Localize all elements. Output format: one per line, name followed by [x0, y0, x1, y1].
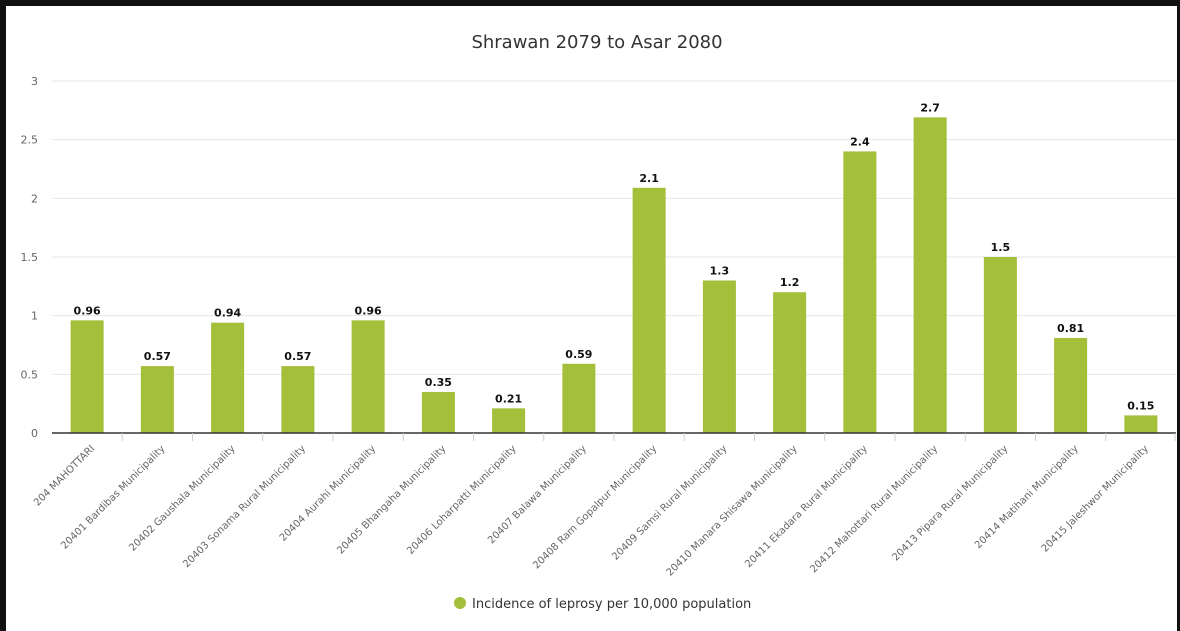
bar[interactable]	[632, 187, 666, 433]
data-label: 1.5	[991, 241, 1011, 254]
bar[interactable]	[1124, 415, 1158, 433]
y-axis-ticks: 0 0.5 1 1.5 2 2.5 3	[21, 75, 39, 440]
data-label: 0.15	[1127, 399, 1154, 412]
x-tick-label: 204 MAHOTTARI	[32, 443, 97, 508]
bar[interactable]	[983, 257, 1017, 433]
chart-title: Shrawan 2079 to Asar 2080	[471, 32, 722, 53]
bar[interactable]	[562, 363, 596, 433]
y-tick-label: 0.5	[21, 368, 39, 381]
data-label: 2.1	[639, 172, 659, 185]
y-tick-label: 0	[31, 427, 38, 440]
bar[interactable]	[351, 320, 385, 433]
data-label: 0.35	[425, 376, 452, 389]
bar[interactable]	[843, 151, 877, 433]
data-label: 1.3	[710, 264, 730, 277]
x-tick-label: 20403 Sonama Rural Municipality	[181, 443, 308, 570]
legend[interactable]: Incidence of leprosy per 10,000 populati…	[454, 597, 751, 612]
bars	[70, 117, 1158, 433]
legend-marker	[454, 597, 466, 609]
x-tick-label: 20410 Manara Shisawa Municipality	[665, 443, 800, 578]
y-tick-label: 2.5	[21, 134, 39, 147]
x-tick-label: 20412 Mahottari Rural Municipality	[808, 443, 940, 575]
data-label: 0.96	[74, 304, 101, 317]
y-tick-label: 3	[31, 75, 38, 88]
data-label: 0.57	[284, 350, 311, 363]
x-tick-label: 20409 Samsi Rural Municipality	[610, 443, 729, 562]
bar[interactable]	[773, 292, 807, 433]
bar[interactable]	[1054, 337, 1088, 433]
data-label: 0.96	[355, 304, 382, 317]
y-tick-label: 1	[31, 310, 38, 323]
legend-label: Incidence of leprosy per 10,000 populati…	[472, 597, 751, 612]
bar[interactable]	[140, 366, 174, 433]
bar[interactable]	[913, 117, 947, 433]
bar[interactable]	[211, 322, 245, 433]
data-label: 0.57	[144, 350, 171, 363]
data-label: 1.2	[780, 276, 800, 289]
x-tick-label: 20411 Ekadara Rural Municipality	[743, 443, 870, 570]
bar[interactable]	[70, 320, 104, 433]
data-label: 2.4	[850, 135, 870, 148]
x-tick-label: 20413 Pipara Rural Municipality	[890, 443, 1010, 563]
bar[interactable]	[281, 366, 315, 433]
x-tick-label: 20406 Loharpatti Municipality	[405, 443, 519, 557]
y-tick-label: 1.5	[21, 251, 39, 264]
data-labels: 0.96 0.57 0.94 0.57 0.96 0.35 0.21 0.59 2.1 1.3 1.…	[74, 101, 1155, 412]
data-label: 0.81	[1057, 322, 1084, 335]
data-label: 2.7	[920, 101, 940, 114]
bar[interactable]	[421, 391, 455, 433]
bar[interactable]	[702, 280, 736, 433]
data-label: 0.21	[495, 392, 522, 405]
x-tick-label: 20408 Ram Gopalpur Municipality	[531, 443, 659, 571]
data-label: 0.59	[565, 348, 592, 361]
data-label: 0.94	[214, 307, 241, 320]
y-tick-label: 2	[31, 192, 38, 205]
bar[interactable]	[492, 408, 526, 433]
